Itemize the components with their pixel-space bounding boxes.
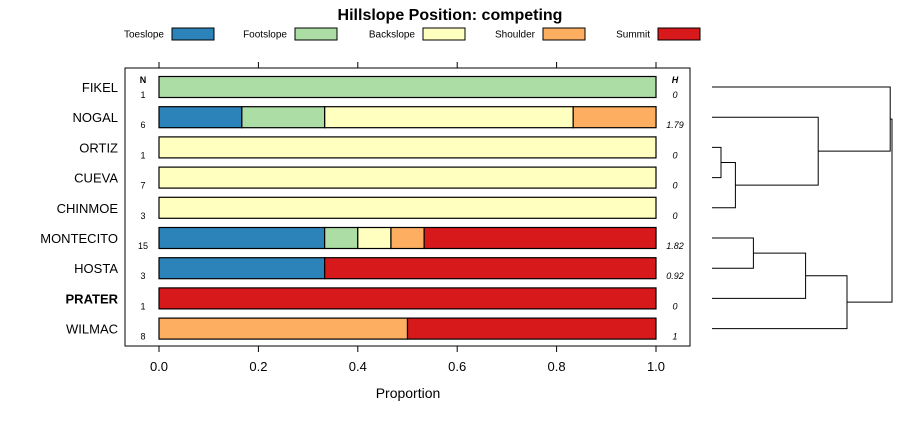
h-value-ortiz: 0 [672, 150, 677, 160]
n-value-hosta: 3 [140, 271, 145, 281]
dendrogram-merge-3 [712, 86, 891, 152]
n-value-cueva: 7 [140, 181, 145, 191]
row-label-cueva: CUEVA [74, 171, 118, 186]
row-wilmac: WILMAC 8 1 [66, 317, 678, 342]
row-fikel: FIKEL 1 0 [82, 75, 678, 100]
row-montecito: MONTECITO 15 1.82 [40, 226, 684, 251]
n-value-montecito: 15 [138, 241, 148, 251]
legend-label-footslope: Footslope [243, 30, 287, 41]
x-tick-label-2: 0.4 [349, 359, 367, 374]
h-column-header: H [672, 75, 679, 85]
bar-segment-montecito-toeslope [158, 226, 326, 250]
legend-swatch-backslope [422, 27, 466, 41]
row-label-wilmac: WILMAC [66, 322, 118, 337]
x-tick-label-5: 1.0 [647, 359, 665, 374]
h-value-montecito: 1.82 [666, 241, 684, 251]
dendrogram-merge-5 [712, 252, 807, 299]
dendrogram-merge-1 [712, 162, 736, 209]
chart-title: Hillslope Position: competing [338, 7, 563, 24]
bar-segment-hosta-summit [324, 257, 657, 280]
h-value-chinmoe: 0 [672, 211, 677, 221]
row-prater: PRATER 1 0 [66, 287, 678, 311]
x-tick-label-0: 0.0 [150, 359, 168, 374]
bar-segment-prater-summit [158, 287, 657, 310]
h-value-nogal: 1.79 [666, 120, 684, 130]
legend-label-toeslope: Toeslope [124, 30, 164, 41]
bar-segment-nogal-shoulder [572, 106, 657, 129]
legend-label-backslope: Backslope [369, 30, 416, 41]
dendrogram-merge-2 [712, 116, 819, 186]
row-label-hosta: HOSTA [74, 261, 118, 276]
n-column-header: N [140, 75, 147, 85]
bar-segment-montecito-footslope [324, 226, 359, 250]
bar-segment-ortiz-backslope [158, 136, 657, 159]
legend-label-shoulder: Shoulder [495, 30, 536, 41]
row-chinmoe: CHINMOE 3 0 [57, 196, 678, 221]
bar-segment-montecito-backslope [357, 226, 392, 250]
row-label-montecito: MONTECITO [40, 231, 118, 246]
bar-segment-fikel-footslope [158, 75, 657, 99]
plot-frame [124, 67, 691, 347]
h-value-fikel: 0 [672, 90, 677, 100]
legend-swatch-footslope [294, 27, 338, 41]
h-value-hosta: 0.92 [666, 271, 684, 281]
bar-segment-montecito-summit [423, 226, 657, 250]
x-axis-label: Proportion [376, 385, 441, 401]
row-cueva: CUEVA 7 0 [74, 166, 678, 191]
legend: Toeslope Footslope Backslope Shoulder Summit [124, 27, 701, 41]
x-tick-label-4: 0.8 [548, 359, 566, 374]
h-value-wilmac: 1 [672, 332, 677, 342]
bar-segment-hosta-toeslope [158, 257, 326, 280]
row-ortiz: ORTIZ 1 0 [79, 136, 678, 160]
bar-segment-chinmoe-backslope [158, 196, 657, 219]
row-label-nogal: NOGAL [72, 110, 118, 125]
n-value-nogal: 6 [140, 120, 145, 130]
dendrogram-merge-4 [712, 237, 754, 269]
n-value-ortiz: 1 [140, 150, 145, 160]
x-tick-label-1: 0.2 [249, 359, 267, 374]
n-value-wilmac: 8 [140, 332, 145, 342]
h-value-cueva: 0 [672, 181, 677, 191]
n-value-chinmoe: 3 [140, 211, 145, 221]
legend-label-summit: Summit [616, 30, 650, 41]
row-label-ortiz: ORTIZ [79, 140, 118, 155]
dendrogram-merge-7 [847, 118, 893, 303]
bar-segment-nogal-toeslope [158, 106, 243, 129]
bar-segment-cueva-backslope [158, 166, 657, 189]
dendrogram-merge-6 [712, 275, 848, 330]
row-nogal: NOGAL 6 1.79 [72, 106, 684, 130]
h-value-prater: 0 [672, 301, 677, 311]
legend-swatch-shoulder [542, 27, 586, 41]
x-tick-label-3: 0.6 [448, 359, 466, 374]
n-value-prater: 1 [140, 301, 145, 311]
dendrogram-merge-0 [712, 146, 722, 179]
dendrogram [712, 86, 893, 330]
bar-segment-wilmac-shoulder [158, 317, 409, 340]
row-label-prater: PRATER [66, 291, 119, 306]
bar-segment-montecito-shoulder [390, 226, 425, 250]
x-axis: 0.0 0.2 0.4 0.6 0.8 1.0 [150, 62, 665, 374]
bar-segment-nogal-backslope [324, 106, 574, 129]
row-label-chinmoe: CHINMOE [57, 201, 119, 216]
legend-swatch-toeslope [171, 27, 215, 41]
row-label-fikel: FIKEL [82, 80, 118, 95]
bar-segment-wilmac-summit [406, 317, 657, 340]
row-hosta: HOSTA 3 0.92 [74, 257, 684, 281]
legend-swatch-summit [657, 27, 701, 41]
rows: FIKEL 1 0 NOGAL 6 1.79 ORTIZ 1 0 CUEVA 7 0 CHINMOE 3 0… [40, 75, 684, 342]
n-value-fikel: 1 [140, 90, 145, 100]
bar-segment-nogal-footslope [241, 106, 326, 129]
